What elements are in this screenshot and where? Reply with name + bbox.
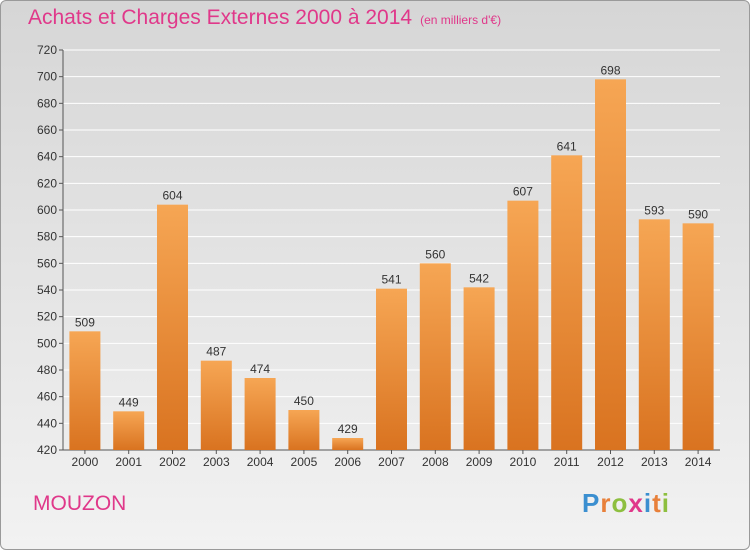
logo-letter: x xyxy=(628,488,644,518)
x-tick-label: 2004 xyxy=(247,455,274,469)
x-tick-label: 2002 xyxy=(159,455,186,469)
logo-letter: o xyxy=(611,488,629,518)
bar xyxy=(332,438,364,450)
x-tick-label: 2001 xyxy=(115,455,142,469)
x-tick-label: 2012 xyxy=(597,455,624,469)
x-tick-label: 2000 xyxy=(72,455,99,469)
y-tick-label: 720 xyxy=(37,43,57,57)
y-tick-label: 460 xyxy=(37,390,57,404)
proxiti-logo: Proxiti xyxy=(582,488,670,519)
bar-value-label: 541 xyxy=(381,273,401,287)
y-tick-label: 560 xyxy=(37,256,57,270)
bar-value-label: 604 xyxy=(162,189,182,203)
bar xyxy=(376,288,407,450)
logo-letter: P xyxy=(582,488,601,518)
logo-letter: i xyxy=(661,488,670,518)
chart-unit: (en milliers d'€) xyxy=(420,13,502,27)
x-tick-label: 2005 xyxy=(291,455,318,469)
bar-value-label: 593 xyxy=(644,203,664,217)
y-tick-label: 480 xyxy=(37,363,57,377)
bar-value-label: 429 xyxy=(338,422,358,436)
bar-value-label: 509 xyxy=(75,315,95,329)
bar-value-label: 641 xyxy=(557,139,577,153)
y-tick-label: 520 xyxy=(37,310,57,324)
bar xyxy=(288,410,320,450)
y-tick-label: 540 xyxy=(37,283,57,297)
y-tick-label: 680 xyxy=(37,96,57,110)
bar xyxy=(419,263,451,450)
logo-letter: r xyxy=(600,488,612,518)
x-tick-label: 2006 xyxy=(334,455,361,469)
y-tick-label: 420 xyxy=(37,443,57,457)
y-tick-label: 620 xyxy=(37,176,57,190)
x-tick-label: 2003 xyxy=(203,455,230,469)
bar-value-label: 607 xyxy=(513,185,533,199)
x-tick-label: 2009 xyxy=(466,455,493,469)
bar-value-label: 698 xyxy=(600,63,620,77)
bar xyxy=(682,223,714,450)
y-tick-label: 660 xyxy=(37,123,57,137)
y-tick-label: 640 xyxy=(37,150,57,164)
bar xyxy=(200,360,232,450)
bar xyxy=(638,219,670,450)
bar-value-label: 560 xyxy=(425,247,445,261)
bar-value-label: 542 xyxy=(469,271,489,285)
bar xyxy=(244,378,276,450)
bar-value-label: 474 xyxy=(250,362,270,376)
bar-value-label: 487 xyxy=(206,345,226,359)
y-tick-label: 580 xyxy=(37,230,57,244)
x-tick-label: 2008 xyxy=(422,455,449,469)
bar xyxy=(595,79,626,450)
x-tick-label: 2014 xyxy=(685,455,712,469)
bar-value-label: 449 xyxy=(119,395,139,409)
bar xyxy=(113,411,145,450)
bar xyxy=(69,331,101,450)
bar xyxy=(507,200,539,450)
y-tick-label: 600 xyxy=(37,203,57,217)
location-label: MOUZON xyxy=(33,492,127,515)
bar xyxy=(157,204,188,450)
chart-title-text: Achats et Charges Externes 2000 à 2014 xyxy=(28,6,413,29)
x-tick-label: 2010 xyxy=(510,455,537,469)
x-tick-label: 2007 xyxy=(378,455,405,469)
bar-value-label: 450 xyxy=(294,394,314,408)
bar xyxy=(551,155,583,451)
bars xyxy=(69,79,714,451)
logo-letter: i xyxy=(643,488,653,518)
x-tick-label: 2013 xyxy=(641,455,668,469)
x-tick-label: 2011 xyxy=(554,455,580,469)
bar xyxy=(463,287,495,450)
y-tick-label: 500 xyxy=(37,336,57,350)
logo-letter: t xyxy=(652,488,662,518)
bar-value-label: 590 xyxy=(688,207,708,221)
y-tick-label: 440 xyxy=(37,416,57,430)
labels: 509 2000 449 2001 604 2002 487 2003 474 2004 450 20… xyxy=(72,63,712,469)
chart-title: Achats et Charges Externes 2000 à 2014 (e… xyxy=(28,6,501,30)
y-tick-label: 700 xyxy=(37,70,57,84)
